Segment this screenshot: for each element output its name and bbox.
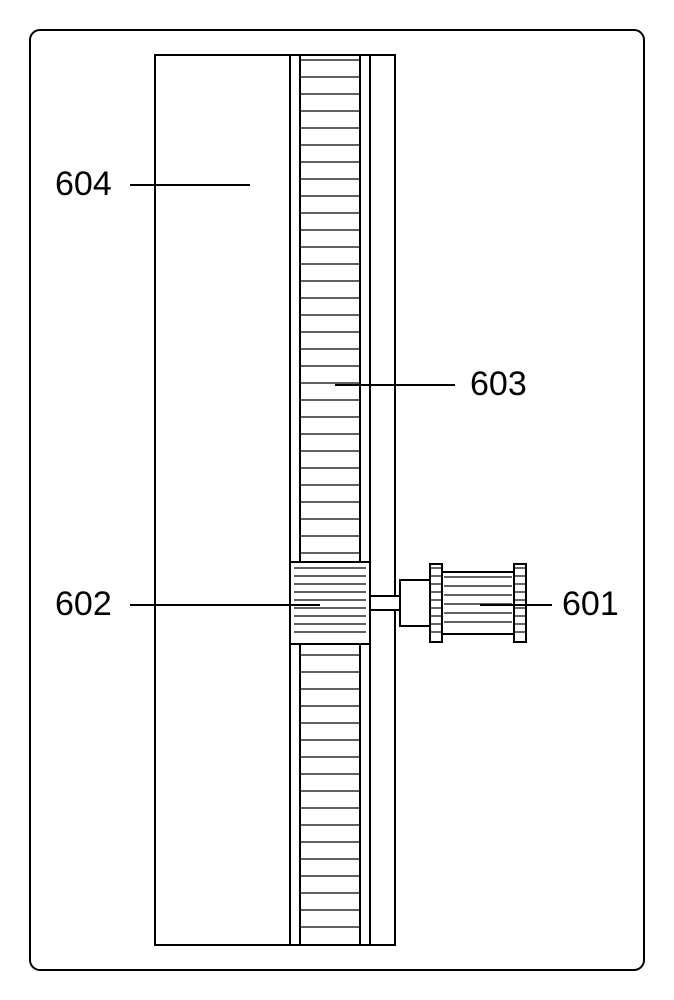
label-601: 601 bbox=[562, 585, 619, 623]
label-603: 603 bbox=[470, 365, 527, 403]
gear-602 bbox=[290, 562, 370, 644]
label-602: 602 bbox=[55, 585, 112, 623]
label-604: 604 bbox=[55, 165, 112, 203]
